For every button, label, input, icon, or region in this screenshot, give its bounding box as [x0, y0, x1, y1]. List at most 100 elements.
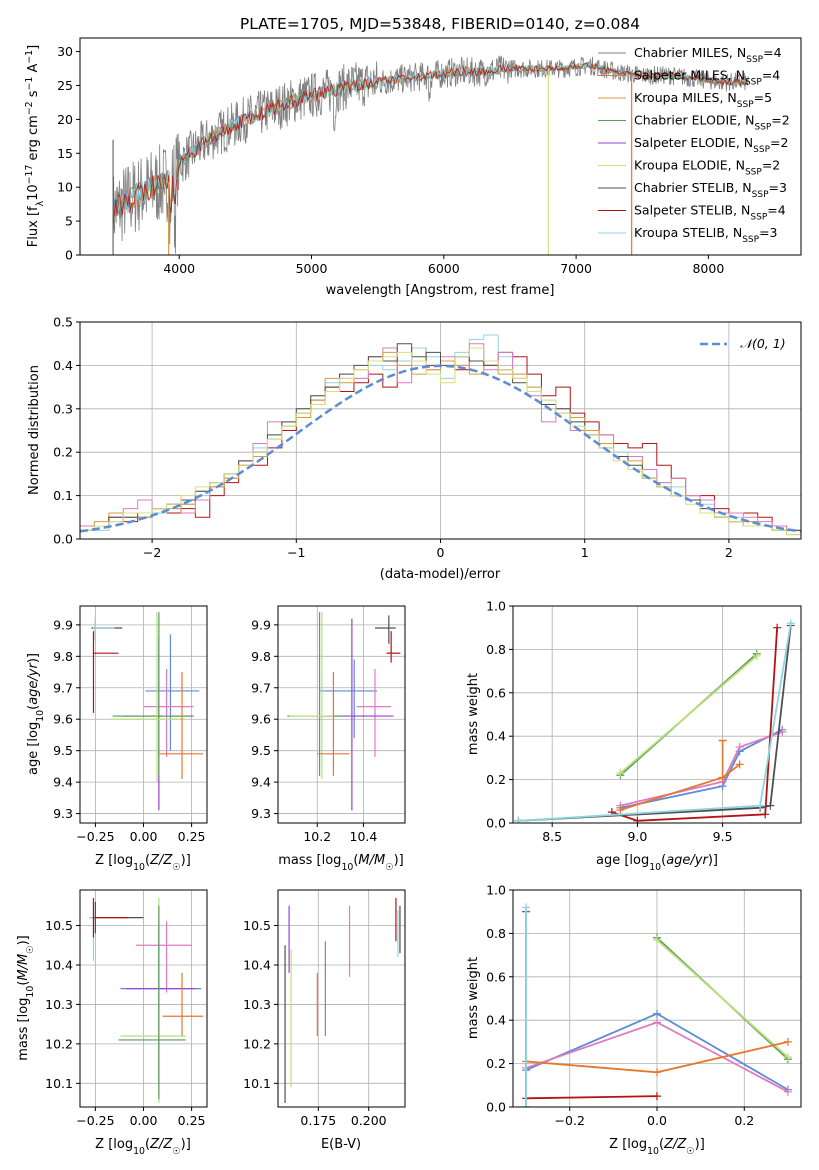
mass-ebv-xtick-label: 0.200 — [351, 1113, 387, 1128]
mass-z-ytick-label: 10.3 — [45, 997, 73, 1012]
mass-z-xtick-label: 0.25 — [178, 1113, 206, 1128]
age-z-xtick-label: 0.00 — [130, 829, 158, 844]
mass-ebv-ytick-label: 10.1 — [243, 1076, 271, 1091]
age-mass-ytick-label: 9.7 — [251, 680, 271, 695]
mw-age-ytick-label: 0.6 — [486, 685, 506, 700]
spectrum-ytick-label: 10 — [57, 180, 73, 195]
mass-z-ytick-label: 10.2 — [45, 1036, 73, 1051]
mw-age-point-marker — [761, 810, 770, 819]
spectrum-legend-label: Chabrier MILES, NSSP=4 — [634, 45, 782, 65]
mw-z-point-marker — [653, 935, 661, 944]
mw-z-ytick-label: 0.0 — [486, 1100, 506, 1115]
spectrum-xtick-label: 6000 — [428, 261, 460, 276]
spectrum-xtick-label: 7000 — [560, 261, 592, 276]
mass-ebv-xlabel: E(B-V) — [321, 1137, 361, 1152]
mw-z-ytick-label: 0.4 — [486, 1013, 506, 1028]
residual-legend-label: 𝒩(0, 1) — [740, 336, 786, 351]
spectrum-ylabel: Flux [fλ10−17 erg cm−2 s−1 A−1] — [24, 45, 46, 247]
residual-xlabel: (data-model)/error — [380, 567, 501, 582]
age-mass-panel: 10.2 10.4 9.3 9.4 9.5 9.6 9.7 9.8 9.9 mass [log10… — [251, 605, 406, 873]
mass-ebv-data — [284, 897, 401, 1104]
age-z-panel: −0.25 0.00 0.25 9.3 9.4 9.5 9.6 9.7 9.8 9.9 Z [log… — [26, 605, 208, 873]
spectrum-ytick-label: 25 — [57, 78, 73, 93]
mw-z-panel: −0.2 0.0 0.2 0.0 0.2 0.4 0.6 0.8 1.0 Z [log10(Z/Z… — [466, 883, 802, 1157]
spectrum-legend-label: Kroupa ELODIE, NSSP=2 — [634, 158, 780, 178]
mass-ebv-ytick-label: 10.2 — [243, 1036, 271, 1051]
spectrum-ytick-label: 20 — [57, 112, 73, 127]
age-z-xtick-label: −0.25 — [76, 829, 114, 844]
spectrum-panel: 4000 5000 6000 7000 8000 0 5 10 15 20 25 30 Chabrier… — [24, 37, 802, 298]
mass-z-ytick-label: 10.4 — [45, 957, 73, 972]
mw-age-point-marker — [752, 651, 761, 660]
age-z-ytick-label: 9.8 — [53, 649, 73, 664]
mw-z-point-marker — [653, 1068, 661, 1077]
mw-age-frame — [512, 605, 802, 824]
mass-z-xtick-label: −0.25 — [76, 1113, 114, 1128]
age-mass-xlabel: mass [log10(M/M☉)] — [278, 853, 404, 873]
spectrum-ytick-label: 30 — [57, 44, 73, 59]
residual-ytick-label: 0.4 — [53, 358, 73, 373]
mw-age-xtick-label: 8.5 — [542, 829, 562, 844]
mw-z-xtick-label: 0.2 — [734, 1113, 754, 1128]
mw-age-xlabel: age [log10(age/yr)] — [596, 853, 718, 873]
age-mass-data — [287, 612, 401, 811]
residual-xtick-label: −2 — [143, 545, 161, 560]
mw-z-point-marker — [783, 1053, 792, 1062]
mw-age-ytick-label: 0.0 — [486, 816, 506, 831]
spectrum-legend-label: Salpeter STELIB, NSSP=4 — [634, 203, 786, 223]
mass-ebv-panel: 0.175 0.200 10.1 10.2 10.3 10.4 10.5 E(B-V) — [243, 889, 406, 1152]
mw-age-point-marker — [735, 743, 744, 752]
residual-ytick-label: 0.5 — [53, 315, 73, 330]
mw-age-ytick-label: 0.8 — [486, 642, 506, 657]
mw-z-xtick-label: 0.0 — [647, 1113, 667, 1128]
age-mass-grid — [278, 606, 405, 823]
mass-z-ylabel: mass [log10(M/M☉)] — [16, 935, 36, 1061]
age-z-ytick-label: 9.4 — [53, 775, 73, 790]
mw-age-point-marker — [756, 801, 765, 810]
age-z-ytick-label: 9.9 — [53, 617, 73, 632]
age-z-grid — [80, 606, 207, 823]
mass-ebv-xtick-label: 0.175 — [300, 1113, 336, 1128]
mass-ebv-ytick-label: 10.4 — [243, 957, 271, 972]
mw-age-data — [514, 619, 795, 823]
mw-age-ylabel: mass weight — [466, 673, 481, 755]
spectrum-ytick-label: 5 — [65, 214, 73, 229]
mass-ebv-ytick-label: 10.3 — [243, 997, 271, 1012]
mass-ebv-ytick-label: 10.5 — [243, 918, 271, 933]
spectrum-legend-label: Kroupa MILES, NSSP=5 — [634, 90, 772, 110]
mw-z-ytick-label: 0.8 — [486, 926, 506, 941]
age-z-axes: −0.25 0.00 0.25 9.3 9.4 9.5 9.6 9.7 9.8 9.9 Z [log… — [26, 605, 208, 873]
mw-age-axes: 8.5 9.0 9.5 0.0 0.2 0.4 0.6 0.8 1.0 age [log10(ag… — [466, 599, 802, 873]
mass-z-xlabel: Z [log10(Z/Z☉)] — [95, 1137, 191, 1157]
mw-age-point-marker — [773, 623, 782, 632]
spectrum-legend-label: Chabrier STELIB, NSSP=3 — [634, 180, 787, 200]
spectrum-legend-label: Salpeter ELODIE, NSSP=2 — [634, 135, 788, 155]
spectrum-ytick-label: 0 — [65, 248, 73, 263]
residual-ytick-label: 0.0 — [53, 532, 73, 547]
mw-age-series-line — [518, 625, 792, 822]
age-z-ylabel: age [log10(age/yr)] — [26, 653, 46, 775]
spectrum-model-line — [112, 62, 749, 224]
mw-age-ytick-label: 0.2 — [486, 772, 506, 787]
mw-z-point-marker — [783, 1087, 792, 1096]
age-mass-xtick-label: 10.4 — [350, 829, 378, 844]
mass-z-axes: −0.25 0.00 0.25 10.1 10.2 10.3 10.4 10.5 Z [log1… — [16, 889, 208, 1157]
age-z-xlabel: Z [log10(Z/Z☉)] — [95, 853, 191, 873]
residual-data — [80, 334, 801, 539]
residual-ytick-label: 0.3 — [53, 401, 73, 416]
mw-age-point-marker — [735, 760, 744, 769]
mw-z-point-marker — [783, 1037, 792, 1046]
age-z-ytick-label: 9.3 — [53, 806, 73, 821]
spectrum-xtick-label: 8000 — [692, 261, 724, 276]
mass-z-xtick-label: 0.00 — [130, 1113, 158, 1128]
residual-xtick-label: 2 — [725, 545, 733, 560]
spectrum-axes: 4000 5000 6000 7000 8000 0 5 10 15 20 25 30 Chabrier… — [24, 37, 802, 298]
residual-axes: −2 −1 0 1 2 0.0 0.1 0.2 0.3 0.4 0.5 𝒩(0, 1) (data-mo… — [27, 315, 802, 582]
mw-age-series-line — [620, 728, 783, 809]
mw-z-ytick-label: 1.0 — [486, 883, 506, 898]
mw-z-ylabel: mass weight — [466, 957, 481, 1039]
mw-age-point-marker — [616, 805, 625, 814]
age-mass-ytick-label: 9.3 — [251, 806, 271, 821]
